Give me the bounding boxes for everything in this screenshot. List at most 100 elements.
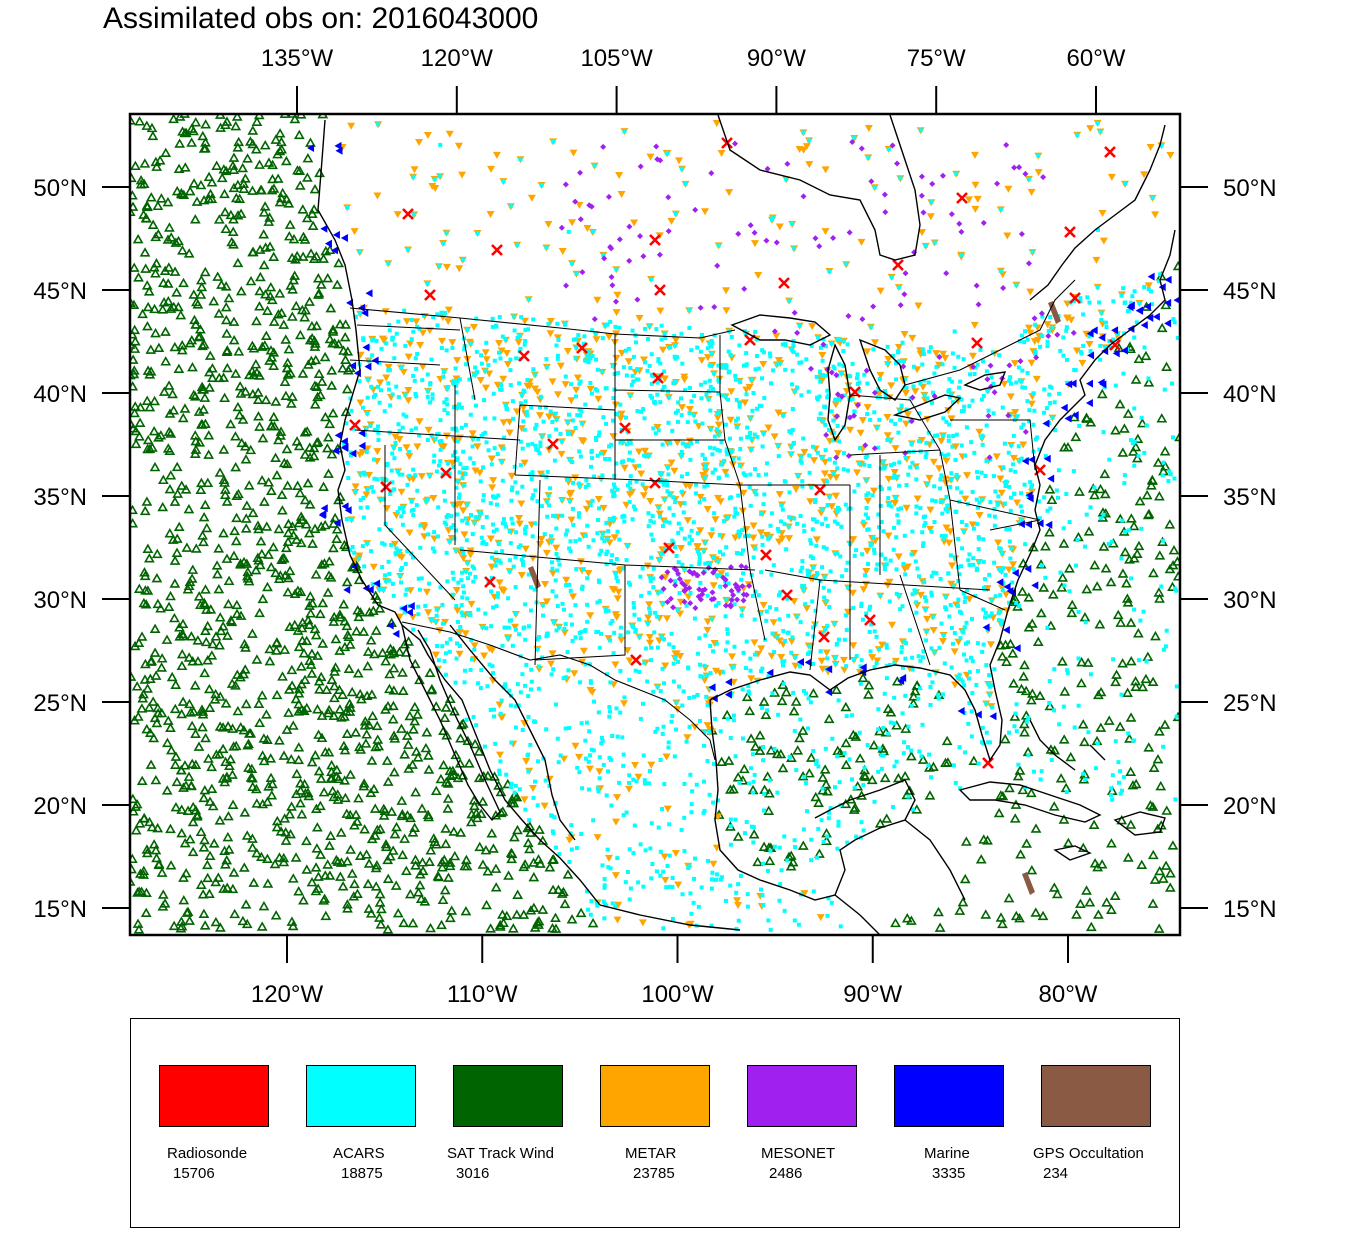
acars-marker (768, 523, 773, 528)
acars-marker (596, 518, 601, 523)
acars-marker (996, 494, 1001, 499)
acars-marker (921, 541, 926, 546)
acars-marker (804, 357, 809, 362)
sat-wind-marker (1147, 898, 1159, 908)
acars-marker (729, 334, 734, 339)
acars-marker (872, 550, 877, 555)
metar-marker (795, 145, 804, 153)
sat-wind-marker (528, 871, 540, 882)
metar-marker (937, 437, 946, 445)
sat-wind-marker (176, 708, 188, 719)
sat-wind-marker (452, 772, 464, 783)
sat-wind-marker (275, 426, 287, 436)
sat-wind-marker (139, 158, 151, 168)
sat-wind-marker (997, 790, 1009, 801)
acars-marker (502, 625, 507, 630)
acars-marker (825, 656, 830, 661)
sat-wind-marker (1167, 840, 1179, 850)
sat-wind-marker (359, 824, 370, 834)
acars-marker (518, 463, 523, 468)
acars-marker (413, 426, 418, 431)
acars-marker (518, 439, 523, 444)
sat-wind-marker (346, 686, 358, 697)
acars-marker (981, 537, 986, 542)
acars-marker (944, 494, 949, 499)
acars-marker (404, 414, 409, 419)
sat-wind-marker (1154, 550, 1166, 560)
sat-wind-marker (292, 625, 304, 635)
acars-marker (431, 315, 436, 320)
acars-marker (685, 471, 690, 476)
acars-marker (724, 545, 729, 550)
acars-marker (1006, 450, 1011, 455)
acars-marker (982, 577, 987, 582)
acars-marker (383, 573, 388, 578)
sat-wind-marker (150, 268, 161, 278)
metar-marker (929, 627, 938, 635)
sat-wind-marker (130, 172, 137, 183)
sat-wind-marker (301, 702, 313, 713)
acars-marker (928, 345, 933, 350)
acars-marker (911, 384, 916, 389)
acars-marker (389, 542, 394, 547)
acars-marker (513, 480, 518, 485)
sat-wind-marker (254, 559, 266, 570)
acars-marker (903, 456, 908, 461)
metar-marker (683, 579, 692, 587)
sat-wind-marker (485, 923, 497, 933)
sat-wind-marker (348, 891, 360, 901)
sat-wind-marker (170, 751, 182, 761)
sat-wind-marker (411, 746, 422, 756)
acars-marker (722, 458, 727, 463)
acars-marker (451, 464, 456, 469)
acars-marker (416, 612, 421, 617)
sat-wind-marker (139, 505, 151, 516)
acars-marker (603, 609, 608, 614)
acars-marker (981, 607, 986, 612)
acars-marker (659, 323, 664, 328)
sat-wind-marker (1075, 898, 1086, 908)
acars-marker (540, 472, 545, 477)
metar-marker (475, 469, 484, 477)
sat-wind-marker (187, 801, 199, 812)
sat-wind-marker (748, 829, 760, 839)
acars-marker (631, 354, 636, 359)
acars-marker (627, 450, 632, 455)
sat-wind-marker (319, 351, 331, 362)
acars-marker (608, 621, 613, 626)
acars-marker (612, 473, 617, 478)
sat-wind-marker (313, 676, 325, 686)
acars-marker (967, 670, 972, 675)
acars-marker (975, 668, 980, 673)
acars-marker (984, 663, 989, 668)
sat-wind-marker (270, 396, 282, 406)
sat-wind-marker (295, 586, 307, 597)
acars-marker (459, 610, 464, 615)
acars-marker (894, 475, 899, 480)
acars-marker (633, 629, 638, 634)
sat-wind-marker (304, 591, 316, 601)
acars-marker (507, 529, 512, 534)
sat-wind-marker (265, 485, 277, 495)
sat-wind-marker (439, 712, 451, 723)
metar-marker (453, 357, 462, 365)
sat-wind-marker (162, 234, 174, 244)
sat-wind-marker (258, 496, 270, 506)
acars-marker (460, 595, 465, 600)
acars-marker (840, 574, 845, 579)
metar-marker (625, 657, 634, 665)
acars-marker (384, 341, 389, 346)
acars-marker (687, 695, 692, 700)
acars-marker (990, 350, 995, 355)
acars-marker (824, 546, 829, 551)
acars-marker (852, 489, 857, 494)
sat-wind-marker (455, 827, 467, 837)
sat-wind-marker (203, 171, 215, 182)
sat-wind-marker (257, 798, 269, 809)
acars-marker (784, 547, 789, 552)
acars-marker (528, 585, 533, 590)
sat-wind-marker (294, 683, 305, 694)
sat-wind-marker (190, 728, 201, 739)
acars-marker (598, 405, 603, 410)
acars-marker (1003, 479, 1008, 484)
